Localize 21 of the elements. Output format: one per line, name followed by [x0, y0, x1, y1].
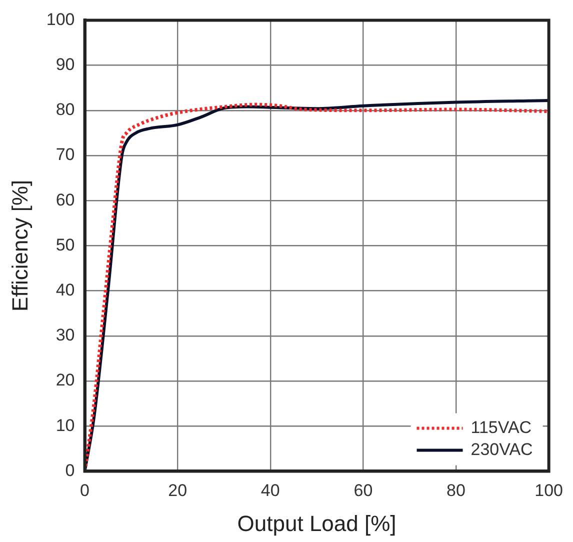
y-axis-title: Efficiency [%] [7, 180, 32, 312]
x-tick-label: 0 [80, 481, 90, 500]
y-tick-label: 20 [56, 370, 75, 390]
y-tick-label: 80 [56, 100, 75, 120]
legend-label: 115VAC [470, 418, 532, 437]
y-tick-label: 70 [56, 145, 75, 164]
x-tick-label: 80 [446, 481, 466, 500]
y-tick-label: 0 [65, 460, 75, 480]
y-tick-label: 100 [46, 10, 75, 29]
y-tick-label: 10 [56, 416, 75, 435]
x-axis-title: Output Load [%] [237, 510, 396, 536]
y-tick-label: 60 [56, 190, 75, 210]
x-tick-label: 100 [534, 481, 564, 500]
y-tick-label: 40 [56, 280, 75, 300]
legend-label: 230VAC [470, 440, 533, 459]
x-tick-label: 40 [260, 481, 280, 500]
x-tick-label: 20 [168, 481, 188, 500]
x-tick-label: 60 [354, 481, 373, 500]
y-tick-label: 50 [56, 235, 75, 254]
y-tick-label: 30 [56, 326, 75, 345]
y-tick-label: 90 [56, 54, 75, 74]
